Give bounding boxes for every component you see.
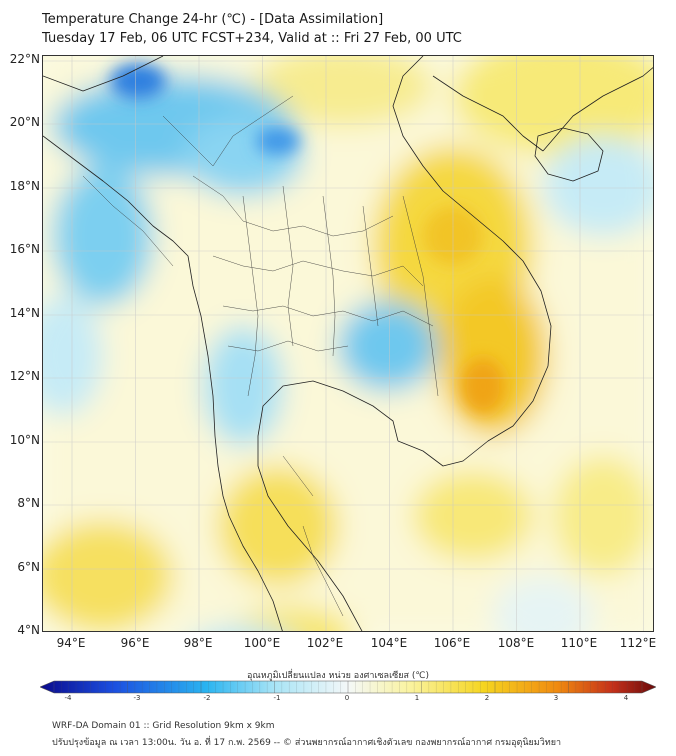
colorbar-tick: 2 bbox=[484, 694, 490, 702]
lon-label-98e: 98°E bbox=[183, 636, 213, 650]
lat-label-22n: 22°N bbox=[9, 52, 40, 66]
chart-subtitle: Tuesday 17 Feb, 06 UTC FCST+234, Valid a… bbox=[42, 31, 462, 46]
lat-label-10n: 10°N bbox=[9, 433, 40, 447]
colorbar bbox=[40, 680, 656, 694]
chart-title: Temperature Change 24-hr (℃) - [Data Ass… bbox=[42, 12, 384, 27]
lat-label-20n: 20°N bbox=[9, 115, 40, 129]
footer-model-info: WRF-DA Domain 01 :: Grid Resolution 9km … bbox=[52, 721, 275, 731]
colorbar-tick: 4 bbox=[623, 694, 629, 702]
lat-label-18n: 18°N bbox=[9, 179, 40, 193]
lat-label-14n: 14°N bbox=[9, 306, 40, 320]
colorbar-tick: -2 bbox=[203, 694, 211, 702]
lat-label-4n: 4°N bbox=[17, 623, 40, 637]
lon-label-102e: 102°E bbox=[306, 636, 344, 650]
lat-label-6n: 6°N bbox=[17, 560, 40, 574]
lon-label-108e: 108°E bbox=[497, 636, 535, 650]
lon-label-110e: 110°E bbox=[560, 636, 598, 650]
colorbar-tick: -3 bbox=[133, 694, 141, 702]
lat-label-12n: 12°N bbox=[9, 369, 40, 383]
colorbar-tick: 0 bbox=[344, 694, 350, 702]
lon-label-104e: 104°E bbox=[370, 636, 408, 650]
colorbar-tick: -4 bbox=[64, 694, 72, 702]
lon-label-96e: 96°E bbox=[120, 636, 150, 650]
lat-label-8n: 8°N bbox=[17, 496, 40, 510]
lon-label-100e: 100°E bbox=[243, 636, 281, 650]
temperature-change-map[interactable] bbox=[42, 55, 654, 632]
lon-label-94e: 94°E bbox=[56, 636, 86, 650]
lon-label-106e: 106°E bbox=[433, 636, 471, 650]
lon-label-112e: 112°E bbox=[619, 636, 657, 650]
colorbar-tick: -1 bbox=[273, 694, 281, 702]
footer-credit: ปรับปรุงข้อมูล ณ เวลา 13:00น. วัน อ. ที่… bbox=[52, 738, 562, 748]
lat-label-16n: 16°N bbox=[9, 242, 40, 256]
colorbar-label: อุณหภูมิเปลี่ยนแปลง หน่วย องศาเซลเซียส (… bbox=[246, 671, 430, 681]
colorbar-tick: 3 bbox=[553, 694, 559, 702]
map-canvas bbox=[43, 56, 653, 631]
colorbar-tick: 1 bbox=[414, 694, 420, 702]
